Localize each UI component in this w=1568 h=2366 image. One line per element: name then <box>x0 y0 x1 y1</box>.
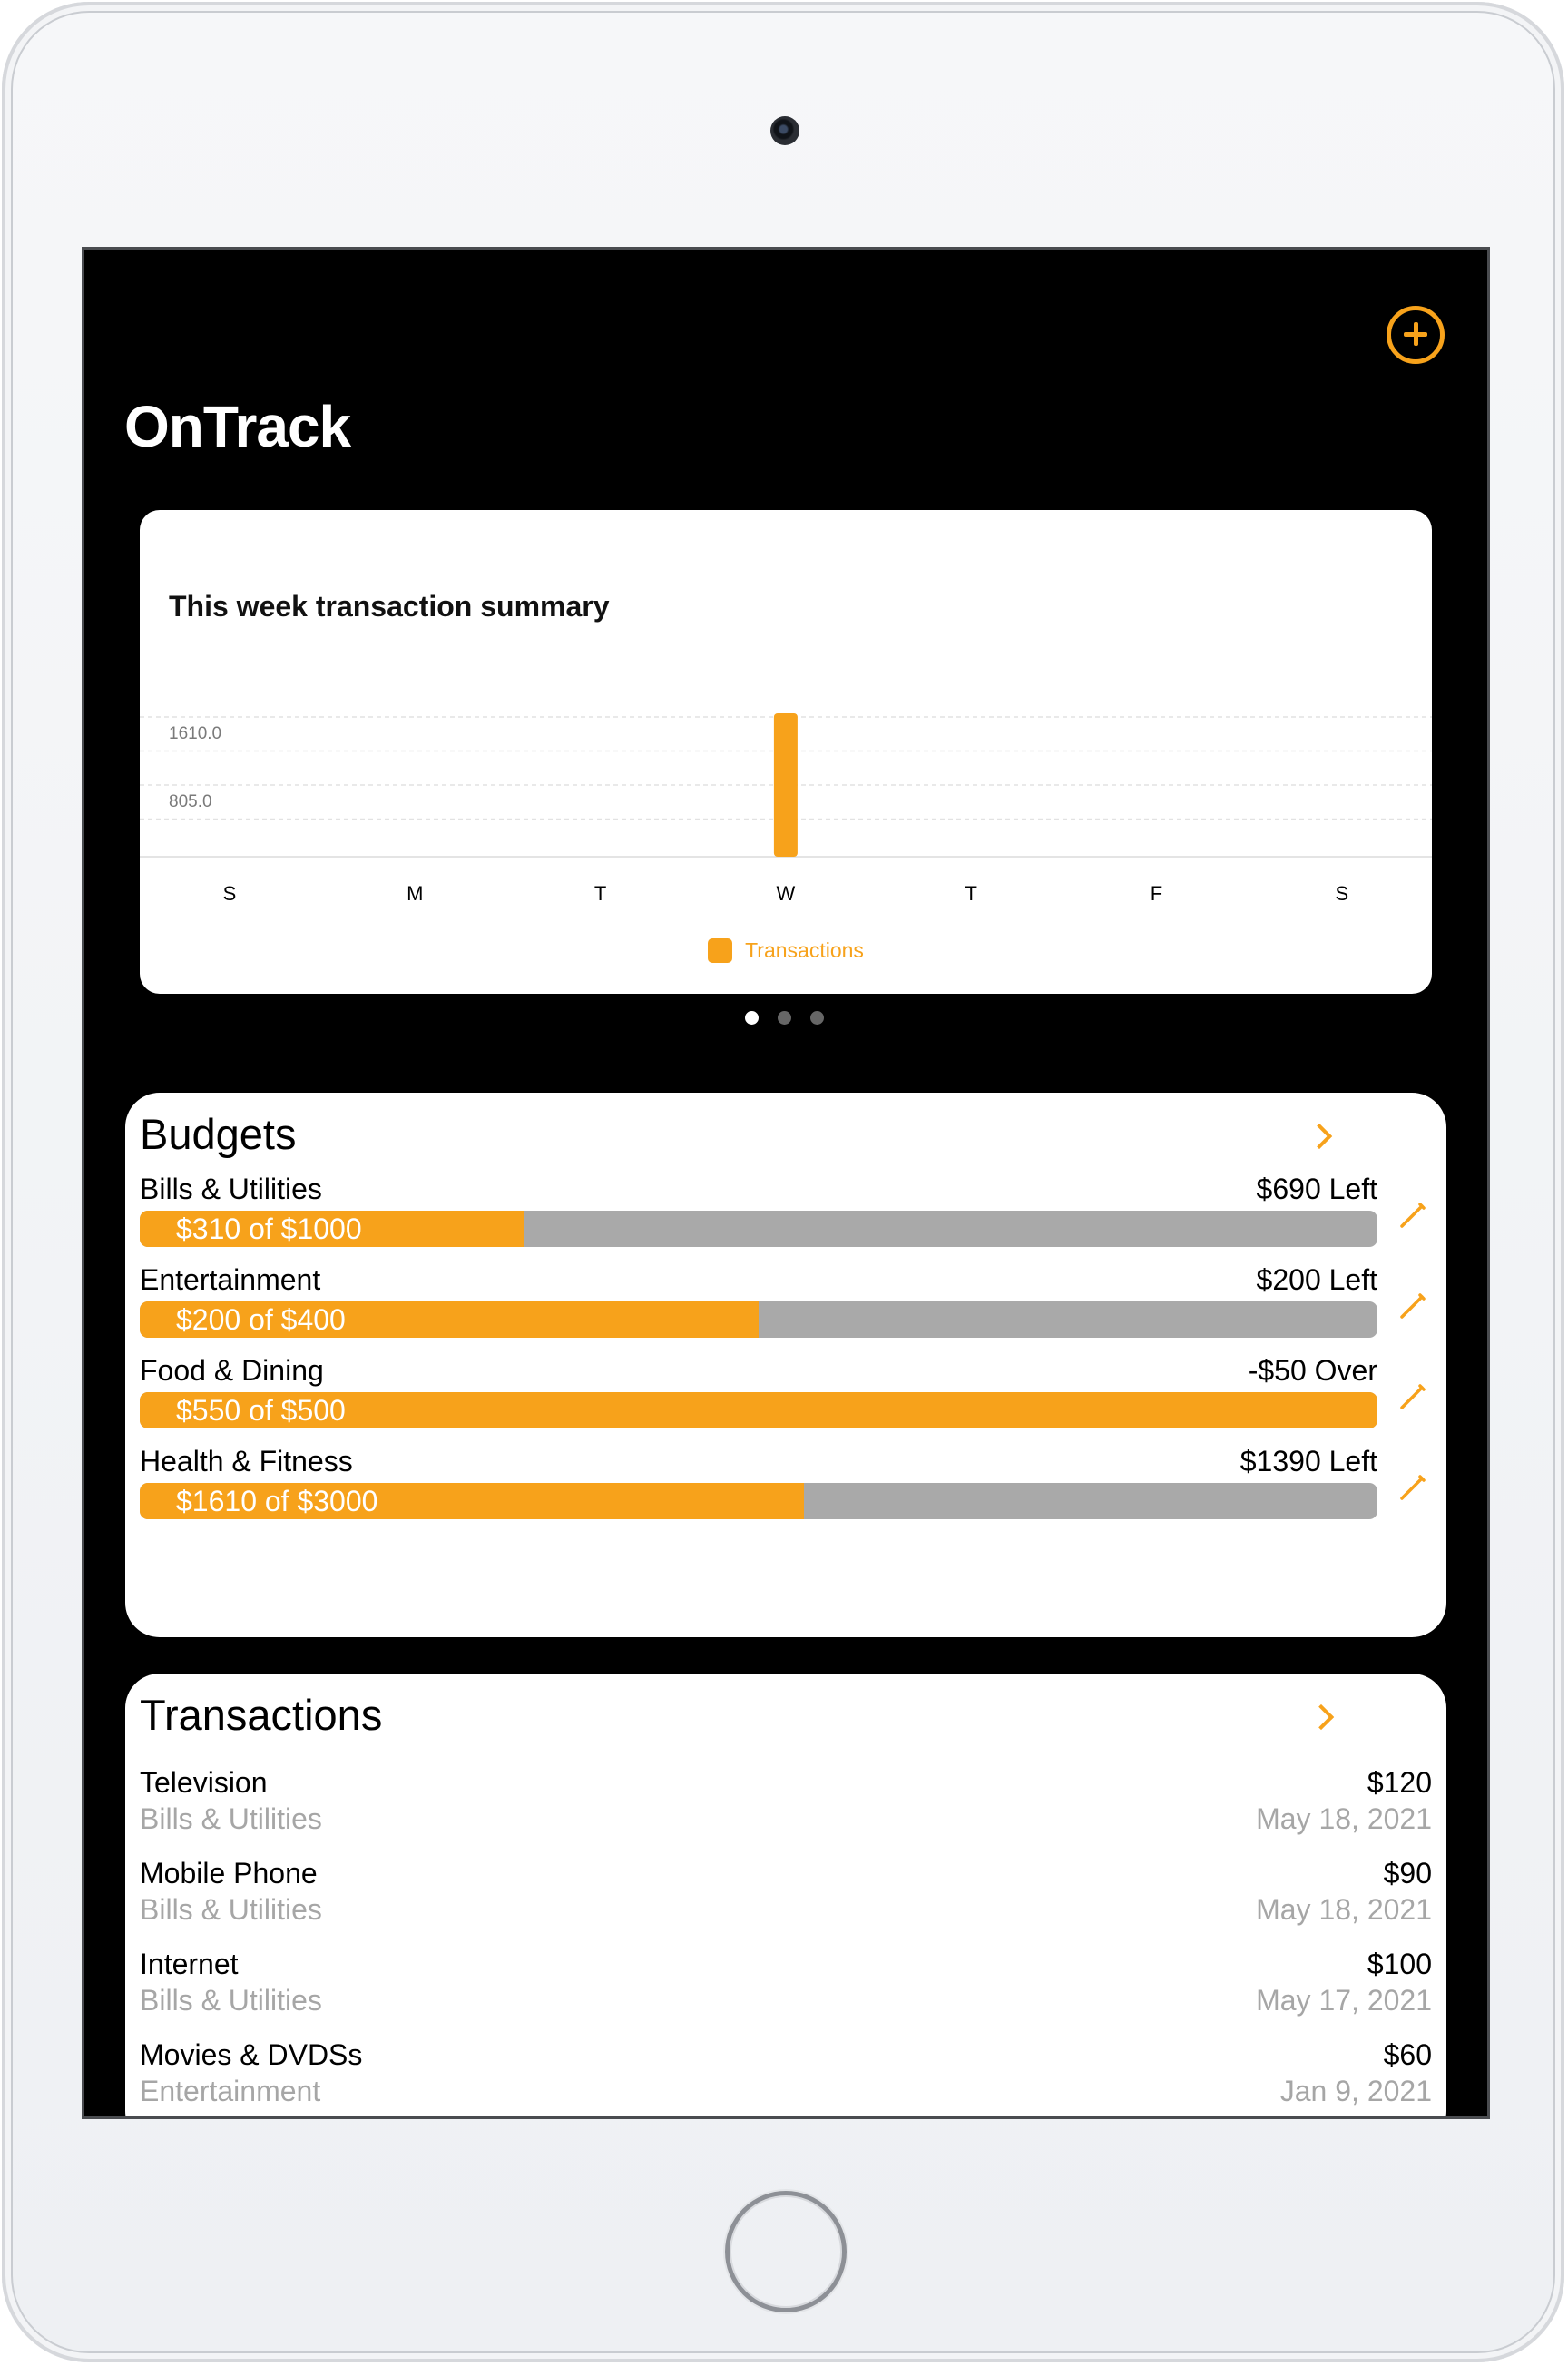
x-tick-label: T <box>594 882 606 905</box>
budget-remaining: -$50 Over <box>1248 1354 1377 1387</box>
transaction-date: May 17, 2021 <box>1256 1984 1432 2017</box>
front-camera <box>770 116 799 145</box>
y-tick-label: 805.0 <box>169 792 212 811</box>
budget-progress-bar: $200 of $400 <box>140 1301 1377 1338</box>
chart-card[interactable]: This week transaction summary 805.0 1610.… <box>140 510 1432 994</box>
budget-progress-fill <box>140 1211 524 1247</box>
page-dot[interactable] <box>778 1011 791 1025</box>
chart-legend: Transactions <box>140 938 1432 963</box>
transaction-category: Bills & Utilities <box>140 1893 322 1926</box>
x-tick-label: F <box>1151 882 1162 905</box>
budget-row[interactable]: Entertainment $200 Left $200 of $400 <box>140 1263 1446 1350</box>
transaction-amount: $60 <box>1383 2038 1432 2071</box>
transaction-name: Internet <box>140 1948 239 1980</box>
transaction-amount: $120 <box>1367 1766 1432 1799</box>
pencil-edit-icon[interactable] <box>1397 1291 1428 1321</box>
transactions-chevron-right-icon[interactable] <box>1308 1703 1335 1731</box>
budget-row[interactable]: Bills & Utilities $690 Left $310 of $1000 <box>140 1173 1446 1260</box>
budgets-chevron-right-icon[interactable] <box>1306 1123 1333 1150</box>
add-button[interactable] <box>1387 306 1445 364</box>
budget-remaining: $1390 Left <box>1240 1445 1377 1478</box>
x-tick-label: W <box>777 882 796 905</box>
pencil-edit-icon[interactable] <box>1397 1381 1428 1412</box>
transaction-row[interactable]: Television Bills & Utilities $120 May 18, 2… <box>140 1766 1432 1848</box>
transaction-amount: $90 <box>1383 1857 1432 1890</box>
transaction-row[interactable]: Mobile Phone Bills & Utilities $90 May 18, … <box>140 1857 1432 1939</box>
transaction-row[interactable]: Internet Bills & Utilities $100 May 17, 202… <box>140 1948 1432 2029</box>
bar-chart: 805.0 1610.0 S M T W T F S <box>140 713 1432 905</box>
budget-progress-fill <box>140 1301 759 1338</box>
budget-name: Health & Fitness <box>140 1445 353 1478</box>
budgets-title: Budgets <box>140 1110 297 1158</box>
transaction-date: May 18, 2021 <box>1256 1802 1432 1835</box>
x-tick-label: S <box>1335 882 1348 905</box>
transaction-name: Mobile Phone <box>140 1857 318 1890</box>
budget-row[interactable]: Health & Fitness $1390 Left $1610 of $3000 <box>140 1445 1446 1532</box>
transaction-date: May 18, 2021 <box>1256 1893 1432 1926</box>
transaction-name: Television <box>140 1766 268 1799</box>
legend-swatch <box>708 938 733 963</box>
budget-progress-fill <box>140 1392 1377 1428</box>
transaction-category: Entertainment <box>140 2075 321 2107</box>
budget-remaining: $200 Left <box>1256 1263 1377 1296</box>
budget-name: Food & Dining <box>140 1354 324 1387</box>
budget-progress-bar: $310 of $1000 <box>140 1211 1377 1247</box>
transaction-category: Bills & Utilities <box>140 1984 322 2017</box>
transactions-title: Transactions <box>140 1691 383 1739</box>
budget-amount: $1610 of $3000 <box>176 1485 378 1517</box>
legend-label: Transactions <box>745 938 864 962</box>
budget-progress-bar: $550 of $500 <box>140 1392 1377 1428</box>
y-tick-label: 1610.0 <box>169 724 221 743</box>
budget-progress-fill <box>140 1483 804 1519</box>
budget-remaining: $690 Left <box>1256 1173 1377 1205</box>
app-title: OnTrack <box>124 394 351 459</box>
page-dot[interactable] <box>810 1011 824 1025</box>
app-screen: OnTrack This week transaction summary 80… <box>84 250 1487 2116</box>
budget-amount: $200 of $400 <box>176 1303 346 1336</box>
transaction-row[interactable]: Movies & DVDSs Entertainment $60 Jan 9, 202… <box>140 2038 1432 2116</box>
pencil-edit-icon[interactable] <box>1397 1472 1428 1503</box>
page-dot[interactable] <box>745 1011 759 1025</box>
x-tick-label: S <box>223 882 237 905</box>
transaction-category: Bills & Utilities <box>140 1802 322 1835</box>
transactions-card: Transactions Television Bills & Utilities… <box>125 1674 1446 2116</box>
transaction-name: Movies & DVDSs <box>140 2038 363 2071</box>
budget-name: Entertainment <box>140 1263 321 1296</box>
transaction-amount: $100 <box>1367 1948 1432 1980</box>
budget-amount: $310 of $1000 <box>176 1212 362 1245</box>
home-button[interactable] <box>725 2191 847 2312</box>
budget-amount: $550 of $500 <box>176 1394 346 1427</box>
budgets-card: Budgets Bills & Utilities $690 Left $310 o… <box>125 1093 1446 1637</box>
budget-row[interactable]: Food & Dining -$50 Over $550 of $500 <box>140 1354 1446 1441</box>
x-tick-label: T <box>965 882 976 905</box>
x-tick-label: M <box>407 882 423 905</box>
budget-progress-bar: $1610 of $3000 <box>140 1483 1377 1519</box>
chart-bar <box>773 713 798 857</box>
budget-name: Bills & Utilities <box>140 1173 322 1205</box>
transaction-date: Jan 9, 2021 <box>1279 2075 1432 2107</box>
pencil-edit-icon[interactable] <box>1397 1200 1428 1231</box>
chart-title: This week transaction summary <box>169 590 610 623</box>
